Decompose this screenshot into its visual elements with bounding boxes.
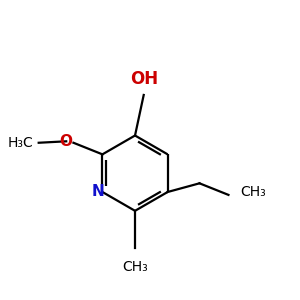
Text: CH₃: CH₃ <box>122 260 148 274</box>
Text: N: N <box>92 184 104 200</box>
Text: O: O <box>60 134 73 149</box>
Text: H₃C: H₃C <box>7 136 33 150</box>
Text: OH: OH <box>130 70 158 88</box>
Text: CH₃: CH₃ <box>240 185 266 199</box>
